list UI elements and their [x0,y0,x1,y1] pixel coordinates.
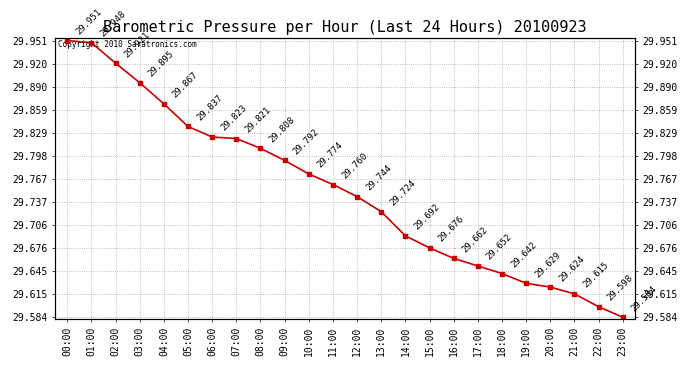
Text: 29.724: 29.724 [388,178,417,207]
Text: 29.792: 29.792 [292,127,321,156]
Text: 29.823: 29.823 [219,104,248,133]
Text: 29.760: 29.760 [340,151,369,180]
Text: 29.951: 29.951 [75,7,104,36]
Text: 29.598: 29.598 [606,273,635,303]
Text: 29.652: 29.652 [485,232,514,262]
Title: Barometric Pressure per Hour (Last 24 Hours) 20100923: Barometric Pressure per Hour (Last 24 Ho… [104,20,586,35]
Text: 29.895: 29.895 [147,50,176,79]
Text: 29.629: 29.629 [533,250,562,279]
Text: 29.692: 29.692 [413,202,442,232]
Text: 29.584: 29.584 [630,284,659,313]
Text: 29.921: 29.921 [123,30,152,59]
Text: 29.662: 29.662 [461,225,490,254]
Text: 29.867: 29.867 [171,70,200,100]
Text: 29.642: 29.642 [509,240,538,269]
Text: 29.624: 29.624 [558,254,586,283]
Text: 29.774: 29.774 [316,141,345,170]
Text: 29.676: 29.676 [437,214,466,244]
Text: 29.615: 29.615 [582,261,611,290]
Text: 29.744: 29.744 [364,163,393,192]
Text: Copyright 2010 Saratronics.com: Copyright 2010 Saratronics.com [58,40,197,50]
Text: 29.948: 29.948 [99,9,128,39]
Text: 29.821: 29.821 [244,105,273,134]
Text: 29.837: 29.837 [195,93,224,122]
Text: 29.808: 29.808 [268,115,297,144]
